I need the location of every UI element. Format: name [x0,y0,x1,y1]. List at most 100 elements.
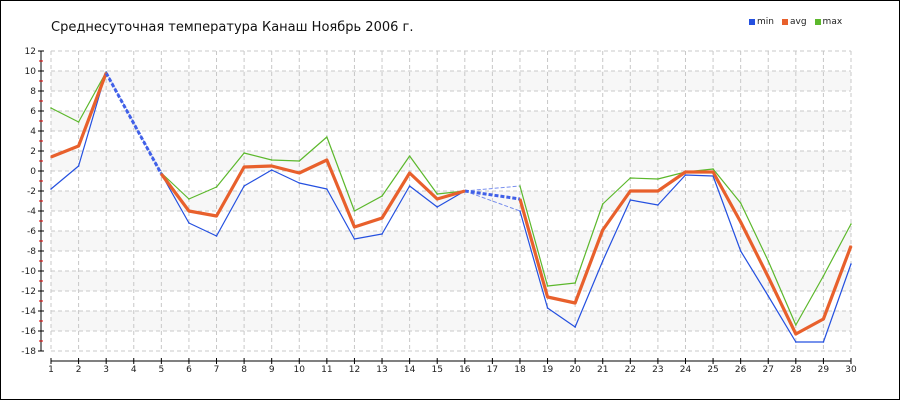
plot-band [51,231,851,251]
data-point-min [408,185,411,187]
data-point-avg [822,318,825,320]
y-tick-label: 10 [25,67,37,77]
data-point-avg [519,198,521,200]
data-point-max [657,178,659,180]
x-tick-label: 29 [818,365,830,375]
data-point-avg [270,165,273,167]
x-tick-label: 5 [158,365,164,375]
data-point-avg [546,296,549,298]
data-point-min [326,188,328,190]
data-point-min [657,204,659,206]
data-point-min [50,188,52,190]
data-point-avg [353,226,356,228]
x-tick-label: 24 [680,365,692,375]
legend-label-max: max [822,17,843,27]
x-tick-label: 21 [597,365,608,375]
legend-item-max: max [814,17,843,27]
data-point-min [574,326,576,328]
y-tick-label: 8 [30,87,36,97]
gap-line-min [464,190,521,212]
data-point-min [243,185,245,187]
x-tick-label: 11 [321,365,332,375]
y-tick-label: -10 [21,267,36,277]
data-point-max [546,285,549,287]
data-point-min [850,263,852,265]
data-point-min [436,206,439,208]
series-line-max [160,136,465,212]
data-point-avg [657,190,659,192]
y-tick-label: -12 [21,287,36,297]
data-point-max [270,159,273,161]
plot-band [51,191,851,211]
y-tick-label: 0 [30,167,36,177]
data-point-avg [712,171,714,173]
data-point-max [601,203,604,205]
data-point-min [270,169,273,171]
x-tick-label: 26 [735,365,747,375]
data-point-min [188,222,190,224]
legend-swatch-min [749,19,755,25]
legend-swatch-max [814,19,821,25]
x-tick-label: 19 [542,365,554,375]
y-tick-label: 12 [25,47,36,57]
plot-band [51,151,851,171]
data-point-min [546,307,549,309]
data-point-avg [160,173,163,175]
data-point-max [850,223,852,225]
series-line-min [160,169,466,240]
x-tick-label: 23 [652,365,663,375]
data-point-avg [436,198,439,200]
data-point-max [215,186,218,188]
data-point-avg [463,190,466,192]
data-point-max [519,185,521,187]
data-point-min [298,182,301,184]
data-point-max [822,275,825,277]
data-point-max [795,324,797,326]
x-tick-label: 6 [186,365,192,375]
data-point-max [739,202,742,204]
y-tick-label: -16 [21,327,36,337]
data-point-min [795,341,797,343]
data-point-min [767,295,770,297]
data-point-max [77,121,80,123]
data-point-avg [767,276,770,278]
plot-band [51,271,851,291]
plot-band [51,111,851,131]
data-point-min [519,210,521,212]
series-line-avg [160,158,466,229]
x-tick-label: 17 [487,365,498,375]
data-point-avg [408,172,411,174]
data-point-max [629,177,632,179]
y-tick-label: 6 [30,107,36,117]
x-tick-label: 4 [131,365,137,375]
data-point-max [408,155,411,157]
x-tick-label: 8 [241,365,247,375]
data-point-max [712,168,714,170]
y-tick-label: 4 [30,127,36,137]
y-tick-label: -4 [27,207,36,217]
y-tick-label: -8 [27,247,36,257]
data-point-min [77,165,80,167]
data-point-max [50,107,52,109]
plot-band [51,71,851,91]
data-point-min [381,233,383,235]
data-point-avg [188,210,190,212]
y-tick-label: -18 [21,347,36,357]
x-tick-label: 22 [625,365,636,375]
x-tick-label: 2 [76,365,82,375]
data-point-avg [105,72,107,74]
data-point-max [381,195,383,197]
data-point-max [298,160,301,162]
data-point-avg [381,217,383,219]
y-tick-label: -14 [21,307,36,317]
data-point-min [215,235,218,237]
data-point-avg [850,245,852,247]
x-tick-label: 27 [763,365,774,375]
x-tick-label: 25 [707,365,718,375]
y-tick-label: 2 [30,147,36,157]
gap-line-avg [104,72,163,175]
x-tick-label: 3 [103,365,109,375]
chart-title: Среднесуточная температура Канаш Ноябрь … [51,20,414,35]
data-point-min [684,174,687,176]
